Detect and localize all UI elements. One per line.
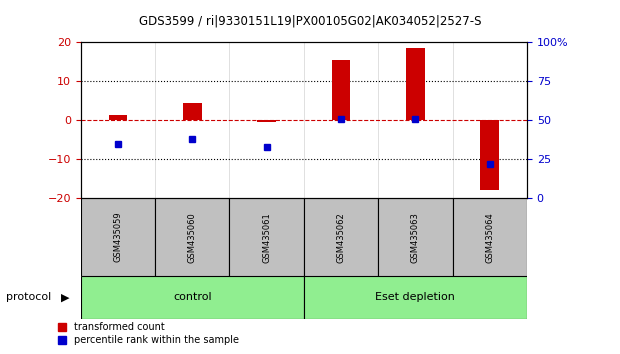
Text: Eset depletion: Eset depletion (376, 292, 455, 302)
Text: GDS3599 / ri|9330151L19|PX00105G02|AK034052|2527-S: GDS3599 / ri|9330151L19|PX00105G02|AK034… (139, 14, 481, 27)
Bar (332, 60, 350, 120)
Text: GSM435064: GSM435064 (485, 212, 494, 263)
Text: GSM435061: GSM435061 (262, 212, 271, 263)
Text: control: control (173, 292, 211, 302)
Bar (304, 198, 378, 276)
Bar (229, 198, 304, 276)
Text: ▶: ▶ (61, 292, 69, 302)
Text: GSM435063: GSM435063 (411, 212, 420, 263)
Bar (81, 198, 155, 276)
Text: GSM435062: GSM435062 (337, 212, 345, 263)
Bar (378, 198, 453, 276)
Text: GSM435059: GSM435059 (113, 212, 122, 263)
Bar (81, 276, 304, 319)
Text: protocol: protocol (6, 292, 51, 302)
Legend: transformed count, percentile rank within the sample: transformed count, percentile rank withi… (55, 319, 243, 349)
Bar (480, 120, 499, 190)
Bar (257, 120, 276, 122)
Bar (183, 103, 202, 120)
Bar (108, 115, 127, 120)
Bar (304, 276, 527, 319)
Bar (453, 198, 527, 276)
Bar (406, 48, 425, 120)
Bar (155, 198, 229, 276)
Text: GSM435060: GSM435060 (188, 212, 197, 263)
